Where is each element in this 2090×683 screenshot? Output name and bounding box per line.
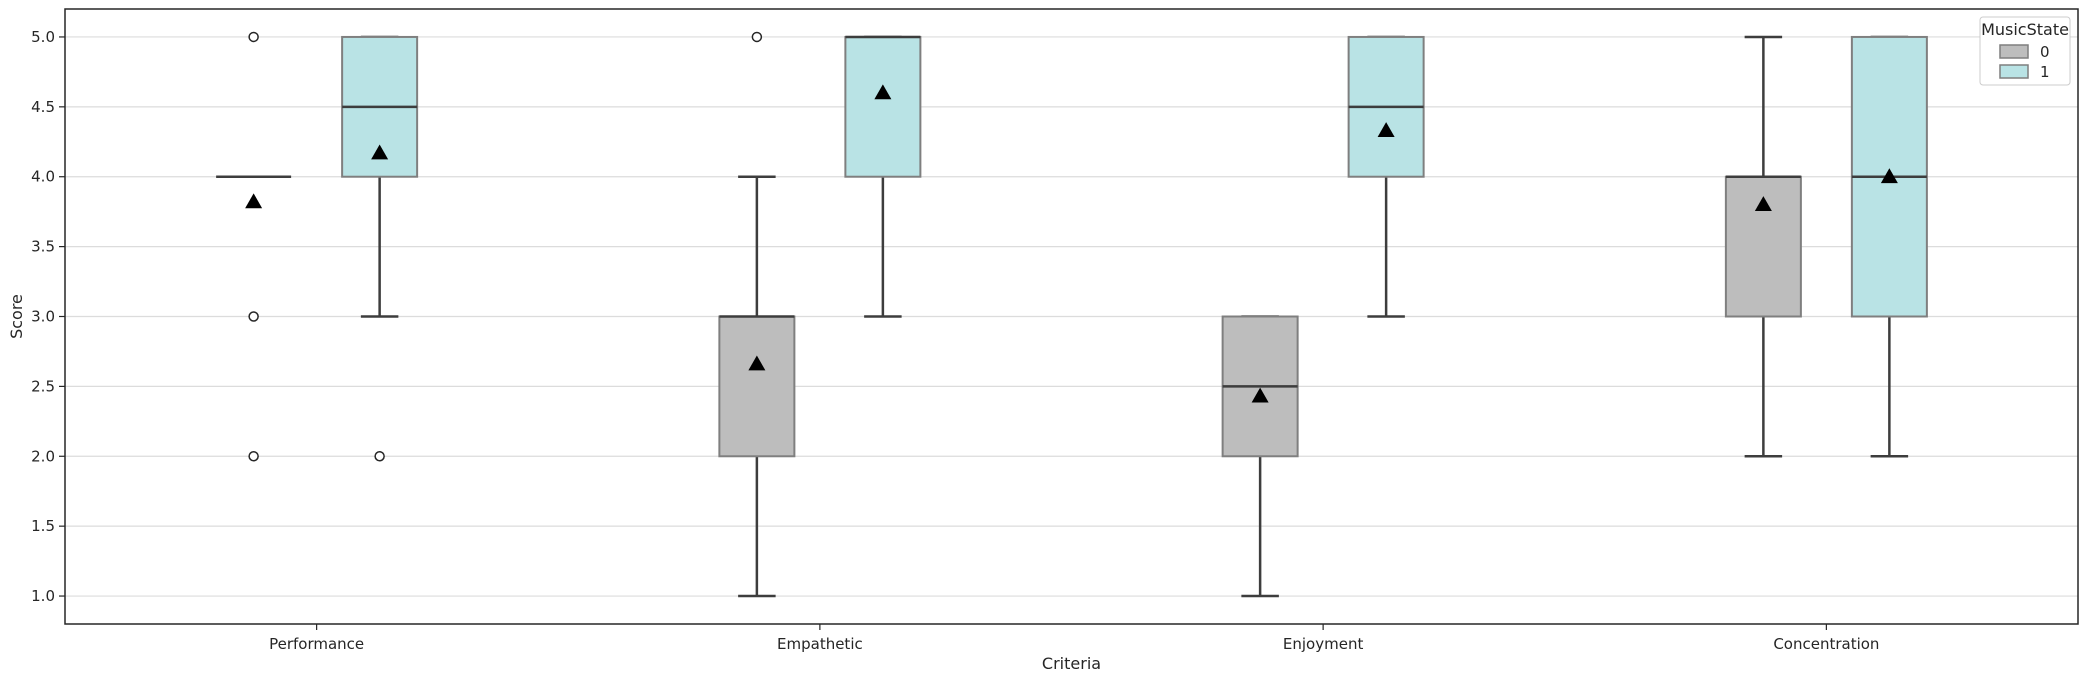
x-tick-label: Concentration <box>1773 635 1879 653</box>
x-tick-label: Enjoyment <box>1283 635 1364 653</box>
box-group <box>718 31 796 598</box>
y-tick-label: 5.0 <box>31 28 55 46</box>
mean-marker <box>748 355 766 371</box>
y-tick-label: 1.0 <box>31 587 55 605</box>
x-tick-label: Performance <box>269 635 364 653</box>
mean-marker <box>245 193 263 209</box>
mean-marker <box>1377 122 1395 137</box>
mean-marker <box>1251 387 1269 403</box>
box <box>718 315 796 458</box>
mean-marker <box>874 84 892 100</box>
box-layer <box>216 31 1928 598</box>
box-group <box>1221 315 1299 598</box>
legend-swatch <box>1999 64 2029 79</box>
y-tick-label: 1.5 <box>31 517 55 535</box>
box-group <box>1347 35 1425 318</box>
box-group <box>216 31 292 462</box>
y-tick-label: 3.5 <box>31 238 55 256</box>
plot-frame <box>64 8 2079 625</box>
outlier-point <box>751 31 763 43</box>
legend-swatch <box>1999 44 2029 59</box>
box-group <box>1850 35 1928 458</box>
legend-title: MusicState <box>1981 20 2069 39</box>
outlier-point <box>248 31 259 43</box>
y-tick-label: 4.5 <box>31 98 55 116</box>
mean-marker <box>1754 196 1772 212</box>
x-axis-label: Criteria <box>1042 654 1101 673</box>
axis-ticks: 1.0 1.5 2.0 2.5 3.0 3.5 4.0 4.5 5.0 Performance Em… <box>31 28 1879 653</box>
box-group <box>1724 35 1802 458</box>
y-tick-label: 2.0 <box>31 447 55 465</box>
y-tick-label: 3.0 <box>31 308 55 326</box>
outlier-point <box>248 311 259 322</box>
legend-entry-label: 0 <box>2040 43 2050 61</box>
box-group <box>341 35 419 462</box>
mean-marker <box>371 144 389 160</box>
y-tick-label: 4.0 <box>31 168 55 186</box>
box <box>844 35 922 178</box>
y-tick-label: 2.5 <box>31 377 55 395</box>
x-tick-label: Empathetic <box>777 635 863 653</box>
legend: MusicState 0 1 <box>1979 16 2071 86</box>
box-group <box>844 35 922 318</box>
y-axis-label: Score <box>7 294 26 339</box>
mean-marker <box>1880 168 1898 184</box>
outlier-point <box>248 451 259 462</box>
outlier-point <box>374 451 385 462</box>
legend-entry-label: 1 <box>2040 63 2050 81</box>
